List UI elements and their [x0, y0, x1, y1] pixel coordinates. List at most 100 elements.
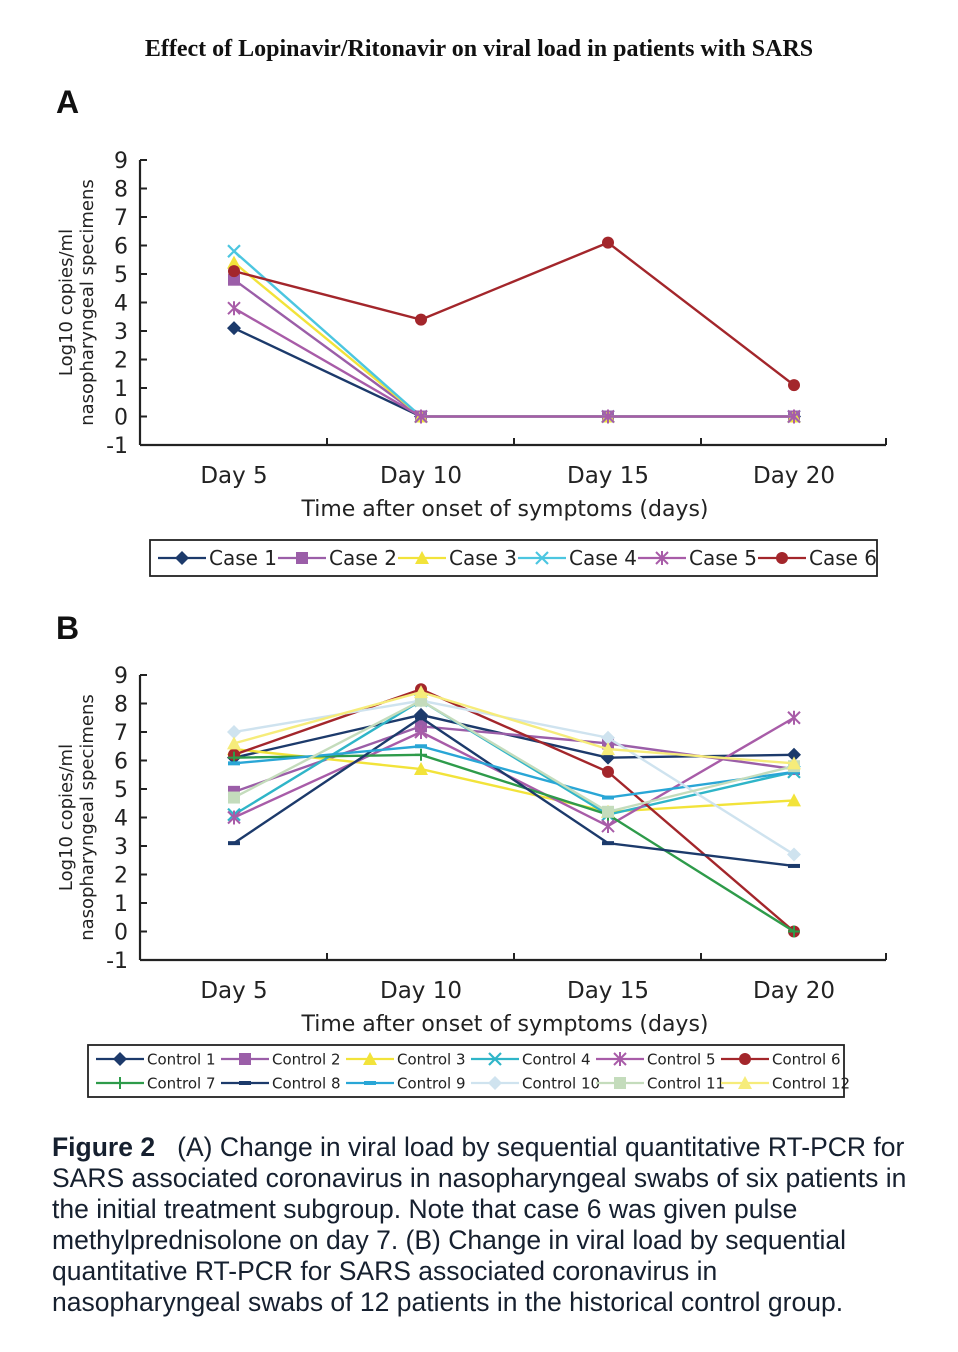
panel-b-legend-marker: [239, 1081, 251, 1085]
panel-a-y-tick-label: 8: [114, 178, 128, 203]
panel-b-legend-marker: [614, 1077, 626, 1089]
panel-a-series-case-5-point: [601, 409, 615, 424]
panel-b-legend-item-control-7: Control 7: [96, 1074, 216, 1092]
panel-b-series-control-11-point: [228, 791, 240, 804]
panel-b-series-control-1-point: [414, 707, 428, 722]
panel-b-series-control-12-point: [787, 756, 801, 770]
panel-b-legend-marker: [363, 1052, 377, 1065]
panel-a-letter: A: [56, 84, 80, 120]
panel-a-y-tick-label: 5: [114, 263, 128, 288]
panel-a-series-case-6-line: [233, 241, 795, 387]
figure-caption: Figure 2 (A) Change in viral load by seq…: [52, 1132, 912, 1318]
panel-a-legend-box: [149, 539, 878, 577]
panel-b-legend-label: Control 8: [272, 1074, 341, 1092]
panel-a-y-tick-label: 3: [114, 320, 128, 345]
panel-a-series-case-6-point: [788, 379, 800, 392]
panel-a-y-tick-label: 7: [114, 206, 128, 231]
panel-b-legend-label: Control 3: [397, 1050, 466, 1068]
panel-b-x-axis-title: Time after onset of symptoms (days): [300, 1012, 708, 1037]
panel-b-series-control-7-point: [415, 748, 427, 761]
panel-b-legend-label: Control 5: [647, 1050, 716, 1068]
panel-b-legend-box: [87, 1044, 845, 1098]
panel-b-legend-marker: [113, 1052, 127, 1066]
panel-b-y-tick-label: 1: [114, 892, 128, 917]
panel-a-y-tick-label: 6: [114, 235, 128, 260]
panel-b-series-control-3-point: [787, 793, 801, 807]
panel-a-series-case-5-point: [787, 409, 801, 424]
panel-b-legend-label: Control 9: [397, 1074, 466, 1092]
panel-a-series-case-4-point: [227, 244, 241, 258]
panel-b-series-control-11-line: [233, 699, 795, 814]
panel-b-series-control-9-point: [228, 761, 240, 766]
panel-a-y-axis-title: Log10 copies/mlnasopharyngeal specimens: [56, 179, 98, 426]
panel-b-series-control-9-line: [233, 745, 795, 799]
panel-a-legend-marker: [655, 551, 669, 565]
panel-a-legend-label: Case 5: [689, 546, 757, 570]
panel-b-series-control-6-line: [233, 687, 795, 933]
panel-b-series-control-9-point: [602, 795, 614, 800]
panel-b-y-tick-label: 4: [114, 807, 128, 832]
panel-b-legend-item-control-6: Control 6: [721, 1050, 841, 1068]
panel-b-series-control-12-point: [227, 736, 241, 750]
panel-a-series-case-1-point: [227, 321, 241, 336]
panel-b-x-tick-label: Day 20: [753, 978, 835, 1004]
panel-a-legend-item-case-2: Case 2: [278, 546, 397, 570]
panel-b-x-tick-label: Day 5: [200, 978, 267, 1004]
panel-a-legend-marker: [535, 551, 549, 565]
panel-a-x-tick-label: Day 20: [753, 463, 835, 489]
panel-a-legend-marker: [776, 552, 788, 564]
panel-b-series-control-10-line: [233, 699, 795, 856]
panel-a-legend-label: Case 4: [569, 546, 637, 570]
panel-b-series-control-11-point: [602, 805, 614, 818]
panel-b-series-control-5-point: [601, 819, 615, 834]
panel-b-series-control-7-point: [788, 925, 800, 938]
panel-b-legend-label: Control 10: [522, 1074, 600, 1092]
panel-a-series-case-3-line: [233, 261, 794, 418]
panel-b-legend-label: Control 2: [272, 1050, 341, 1068]
panel-a-series-case-2-line: [233, 278, 794, 418]
panel-a-series-case-4-line: [233, 250, 794, 418]
panel-a-legend-marker: [415, 551, 429, 564]
panel-b-legend-marker: [739, 1053, 751, 1065]
panel-b-legend-marker: [738, 1076, 752, 1089]
panel-a-x-tick-label: Day 5: [200, 463, 267, 489]
panel-a-x-tick-label: Day 15: [567, 463, 649, 489]
panel-a-legend-label: Case 2: [329, 546, 397, 570]
panel-b-y-tick-label: 5: [114, 778, 128, 803]
panel-a-series-case-3-point: [227, 255, 241, 269]
panel-a-legend-label: Case 1: [209, 546, 277, 570]
panel-b-legend-item-control-12: Control 12: [721, 1074, 850, 1092]
panel-b-letter: B: [56, 610, 80, 646]
panel-b-legend-item-control-4: Control 4: [471, 1050, 591, 1068]
panel-a-x-tick-label: Day 10: [380, 463, 462, 489]
panel-b-series-control-12-line: [233, 690, 795, 765]
panel-a-y-tick-label: -1: [106, 434, 128, 459]
panel-b-legend-marker: [114, 1077, 126, 1089]
panel-b-legend-label: Control 11: [647, 1074, 725, 1092]
panel-b-series-control-3-line: [233, 747, 795, 814]
panel-b-legend-item-control-5: Control 5: [596, 1050, 716, 1068]
panel-b-y-tick-label: -1: [106, 949, 128, 974]
panel-b-series-control-10-point: [601, 730, 615, 745]
panel-a-legend-marker: [175, 551, 189, 565]
panel-b-legend-item-control-11: Control 11: [596, 1074, 725, 1092]
panel-b-series-control-6-point: [602, 765, 614, 778]
panel-a-series-case-5-line: [233, 307, 794, 418]
panel-b-y-axis-title: Log10 copies/mlnasopharyngeal specimens: [56, 694, 98, 941]
panel-b-series-control-8-line: [233, 716, 795, 868]
panel-a-legend-label: Case 3: [449, 546, 517, 570]
panel-b-series-control-7-line: [233, 753, 795, 933]
panel-a-legend-item-case-5: Case 5: [638, 546, 757, 570]
panel-b-legend-label: Control 1: [147, 1050, 216, 1068]
panel-b-series-control-12-point: [414, 685, 428, 699]
panel-a-x-axis-title: Time after onset of symptoms (days): [300, 497, 708, 522]
panel-a-y-tick-label: 2: [114, 349, 128, 374]
panel-b-legend-label: Control 7: [147, 1074, 216, 1092]
panel-a-legend-item-case-3: Case 3: [398, 546, 517, 570]
panel-a-series-case-6-point: [415, 313, 427, 326]
panel-b-legend-item-control-10: Control 10: [471, 1074, 600, 1092]
panel-a-legend-label: Case 6: [809, 546, 877, 570]
panel-b-legend-marker: [239, 1053, 251, 1065]
panel-a-series-case-6-point: [602, 236, 614, 249]
panel-a-y-tick-label: 4: [114, 292, 128, 317]
